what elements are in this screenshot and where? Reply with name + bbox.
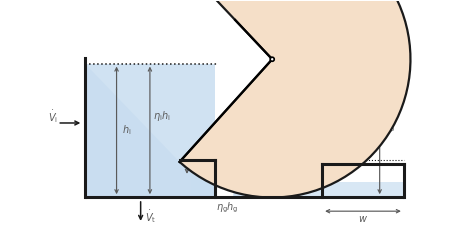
Text: $h_\mathrm{g}$: $h_\mathrm{g}$	[190, 161, 201, 176]
Text: $w$: $w$	[358, 214, 368, 224]
Text: $\dot{V}_\mathrm{g}$: $\dot{V}_\mathrm{g}$	[259, 165, 272, 183]
Text: $\eta_\mathrm{i}h_\mathrm{i}$: $\eta_\mathrm{i}h_\mathrm{i}$	[153, 109, 170, 123]
Text: $h_\mathrm{p}$: $h_\mathrm{p}$	[383, 121, 395, 135]
Text: $\dot{V}_\mathrm{i}$: $\dot{V}_\mathrm{i}$	[48, 108, 58, 125]
Text: $R$: $R$	[348, 58, 356, 70]
Polygon shape	[85, 64, 245, 197]
Polygon shape	[246, 182, 404, 197]
Text: $\dot{V}_\mathrm{t}$: $\dot{V}_\mathrm{t}$	[145, 208, 156, 225]
Text: $\eta_\mathrm{g}h_\mathrm{g}$: $\eta_\mathrm{g}h_\mathrm{g}$	[217, 200, 239, 215]
Text: $h_\mathrm{i}$: $h_\mathrm{i}$	[122, 123, 132, 137]
Polygon shape	[177, 0, 410, 197]
Circle shape	[270, 57, 274, 61]
Polygon shape	[85, 64, 215, 197]
Polygon shape	[191, 162, 215, 197]
